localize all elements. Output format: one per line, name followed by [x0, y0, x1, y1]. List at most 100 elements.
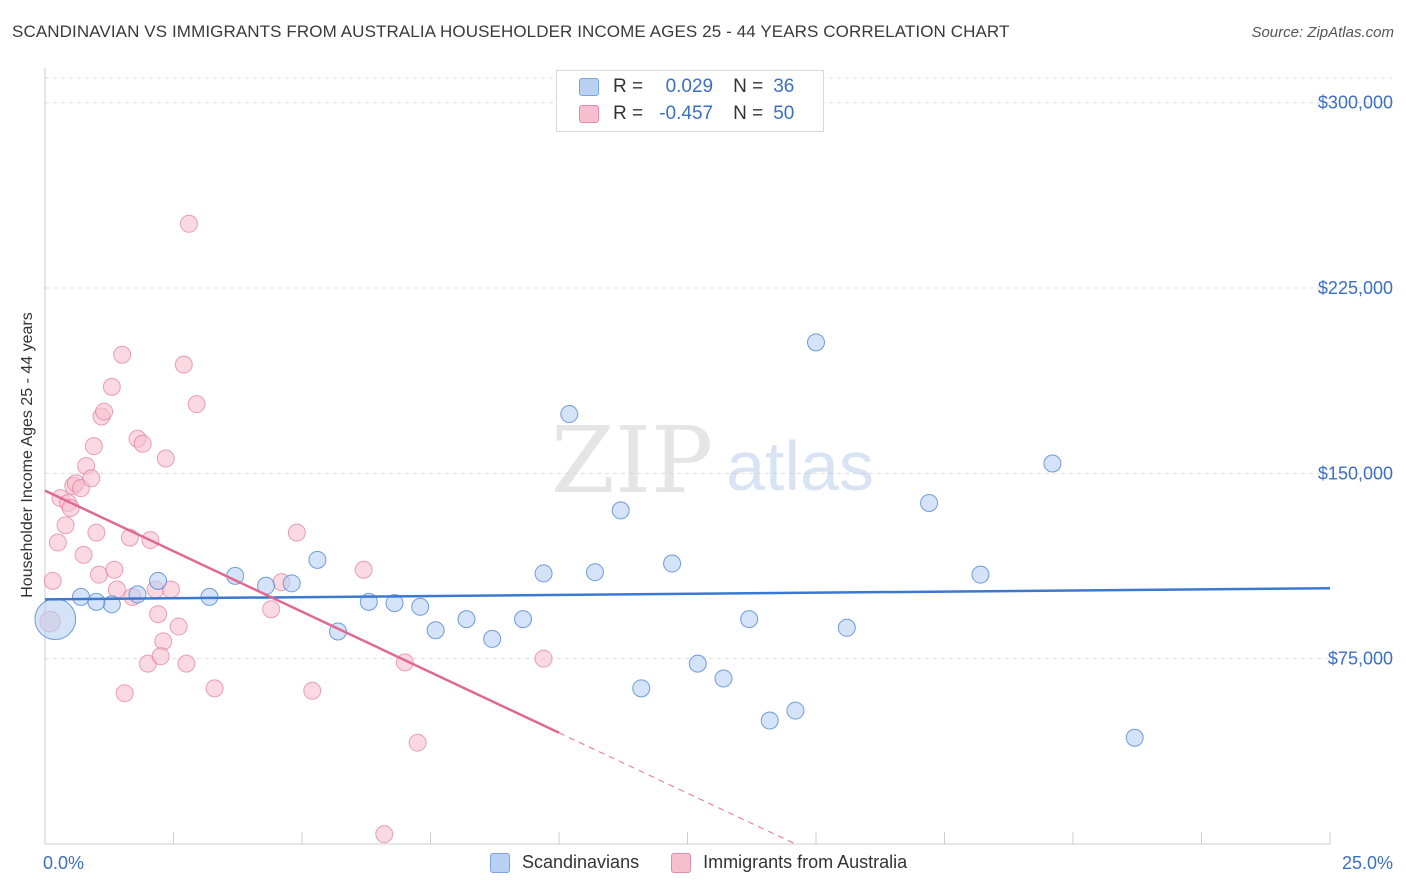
data-point-immigrants — [177, 654, 196, 673]
data-point-scandinavians — [483, 629, 502, 648]
data-point-immigrants — [87, 523, 106, 542]
chart-title: SCANDINAVIAN VS IMMIGRANTS FROM AUSTRALI… — [12, 22, 1010, 41]
data-point-scandinavians — [514, 610, 533, 629]
data-point-scandinavians — [149, 571, 168, 590]
watermark: ZIP atlas — [551, 407, 874, 514]
trend-line-scandinavians — [44, 587, 1331, 601]
data-point-immigrants — [179, 214, 198, 233]
data-point-scandinavians — [740, 610, 759, 629]
data-point-immigrants — [74, 545, 93, 564]
data-point-scandinavians — [128, 585, 147, 604]
data-point-immigrants — [102, 377, 121, 396]
data-point-scandinavians — [585, 563, 604, 582]
tick-labels: $75,000 $150,000 $225,000 $300,000 0.0% 25.0% — [43, 93, 1393, 873]
legend-swatch-blue — [490, 852, 510, 873]
data-point-immigrants — [408, 733, 427, 752]
data-point-scandinavians — [611, 501, 630, 520]
y-tick-label: $75,000 — [1328, 649, 1393, 669]
data-point-immigrants — [287, 523, 306, 542]
legend-item-immigrants: Immigrants from Australia — [671, 852, 907, 873]
data-point-immigrants — [149, 605, 168, 624]
data-point-immigrants — [43, 571, 62, 590]
legend-r-value: -0.457 — [659, 103, 714, 124]
data-point-scandinavians — [71, 587, 90, 606]
grid-lines — [45, 77, 1392, 660]
legend-row-immigrants: R = -0.457 N = 50 — [579, 101, 794, 127]
y-tick-label: $150,000 — [1318, 463, 1393, 483]
data-point-immigrants — [115, 684, 134, 703]
y-tick-label: $300,000 — [1318, 93, 1393, 113]
legend-swatch-blue — [579, 78, 599, 96]
y-axis-label: Householder Income Ages 25 - 44 years — [19, 312, 36, 598]
source-label: Source: ZipAtlas.com — [1251, 24, 1394, 41]
series-immigrants-points — [39, 214, 553, 844]
legend-n-value: 36 — [773, 76, 795, 97]
data-point-immigrants — [156, 449, 175, 468]
legend-swatch-pink — [579, 105, 599, 123]
data-point-immigrants — [151, 647, 170, 666]
data-point-scandinavians — [760, 711, 779, 730]
data-point-immigrants — [95, 402, 114, 421]
data-point-immigrants — [375, 825, 394, 844]
data-point-immigrants — [354, 560, 373, 579]
data-point-immigrants — [56, 516, 75, 535]
data-point-immigrants — [169, 617, 188, 636]
data-point-scandinavians — [663, 554, 682, 573]
legend-n-key: N = — [733, 103, 764, 124]
data-point-scandinavians — [714, 669, 733, 688]
axes — [44, 68, 1331, 845]
legend-row-scandinavians: R = 0.029 N = 36 — [579, 74, 794, 100]
data-point-scandinavians — [457, 610, 476, 629]
data-point-immigrants — [133, 434, 152, 453]
data-point-immigrants — [303, 681, 322, 700]
data-point-scandinavians — [308, 550, 327, 569]
legend-swatch-pink — [671, 852, 692, 873]
correlation-legend: R = 0.029 N = 36 R = -0.457 N = 50 — [556, 70, 824, 132]
legend-n-value: 50 — [773, 103, 795, 124]
data-point-immigrants — [262, 600, 281, 619]
series-scandinavians-points — [34, 333, 1144, 747]
data-point-immigrants — [113, 345, 132, 364]
trend-line-immigrants-extension — [558, 732, 796, 845]
legend-r-key: R = — [613, 103, 644, 124]
data-point-scandinavians — [411, 597, 430, 616]
trend-lines — [44, 489, 1331, 845]
data-point-scandinavians — [837, 618, 856, 637]
legend-label: Scandinavians — [522, 852, 640, 872]
data-point-immigrants — [105, 560, 124, 579]
data-point-scandinavians — [971, 565, 990, 584]
data-point-scandinavians — [1125, 728, 1144, 747]
data-point-immigrants — [84, 437, 103, 456]
data-point-immigrants — [82, 469, 101, 488]
data-point-immigrants — [48, 533, 67, 552]
legend-item-scandinavians: Scandinavians — [490, 852, 639, 873]
data-point-scandinavians — [632, 679, 651, 698]
legend-label: Immigrants from Australia — [703, 852, 908, 872]
legend-r-key: R = — [613, 76, 644, 97]
y-tick-label: $225,000 — [1318, 278, 1393, 298]
data-point-immigrants — [205, 679, 224, 698]
data-point-scandinavians — [807, 333, 825, 352]
data-point-immigrants — [174, 355, 193, 374]
data-point-scandinavians — [560, 405, 579, 424]
data-point-scandinavians — [688, 654, 707, 673]
legend-r-value: 0.029 — [665, 76, 714, 97]
data-point-scandinavians — [1043, 454, 1062, 473]
x-tick-label: 25.0% — [1342, 853, 1393, 873]
watermark-atlas: atlas — [726, 427, 874, 505]
data-point-immigrants — [89, 565, 108, 584]
data-point-scandinavians — [385, 594, 404, 613]
data-point-immigrants — [154, 632, 173, 651]
trend-line-immigrants — [44, 489, 560, 734]
data-point-scandinavians — [282, 574, 301, 593]
data-point-scandinavians — [920, 494, 939, 513]
x-tick-label: 0.0% — [43, 853, 84, 873]
data-point-immigrants — [534, 649, 553, 668]
legend-n-key: N = — [733, 76, 764, 97]
data-point-scandinavians — [426, 621, 445, 640]
series-legend: Scandinavians Immigrants from Australia — [490, 852, 939, 873]
watermark-zip: ZIP — [551, 407, 713, 514]
data-point-scandinavians — [534, 564, 553, 583]
data-point-immigrants — [187, 395, 206, 414]
